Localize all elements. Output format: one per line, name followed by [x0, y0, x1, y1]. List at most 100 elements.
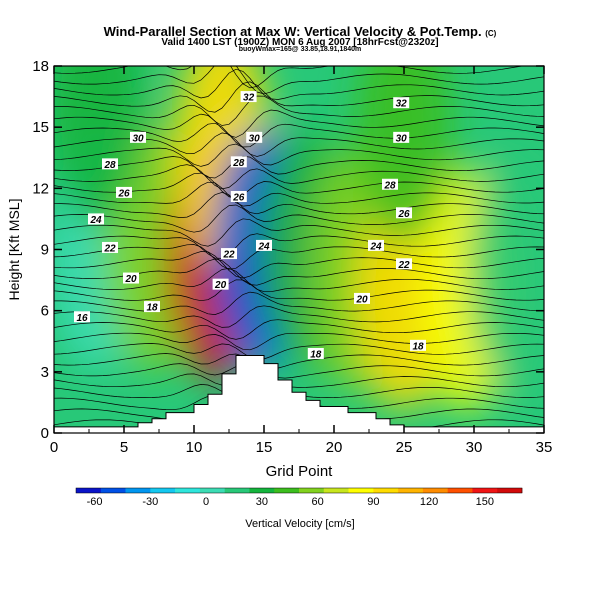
isentrope-label: 32 [393, 97, 410, 110]
isentrope-line [54, 353, 544, 370]
isentrope-label-box [102, 241, 118, 253]
isentrope-line [54, 244, 544, 270]
isentrope-label-box [410, 339, 426, 351]
isentrope-label-text: 32 [396, 99, 408, 110]
isentrope-label: 24 [368, 239, 384, 252]
colorbar-tick-label: 0 [203, 496, 209, 508]
y-tick-label: 6 [41, 303, 49, 320]
isentrope-line [54, 218, 544, 247]
colorbar-swatch [76, 488, 102, 493]
isentrope-label-box [396, 258, 412, 270]
colorbar-swatch [150, 488, 176, 493]
isentrope-label-text: 28 [232, 158, 245, 169]
velocity-cell [468, 149, 544, 390]
colorbar-label: Vertical Velocity [cm/s] [245, 518, 354, 530]
y-tick-label: 9 [41, 242, 49, 259]
colorbar-swatch [348, 488, 374, 493]
isentrope-label-box [382, 178, 398, 190]
x-tick-label: 20 [326, 439, 343, 456]
isentrope-label-text: 22 [397, 260, 410, 271]
chart-subtitle: Valid 1400 LST (1900Z) MON 6 Aug 2007 [1… [161, 37, 439, 48]
isentrope-label: 22 [221, 248, 237, 261]
isentrope-label: 30 [393, 131, 410, 144]
isentrope-line [54, 122, 544, 148]
isentrope-label-box [221, 248, 237, 260]
isentrope-label-text: 28 [383, 180, 396, 191]
isentrope-label-box [240, 91, 257, 103]
isentrope-label-box [230, 156, 247, 168]
x-tick-label: 35 [536, 439, 553, 456]
isentrope-line [54, 319, 544, 340]
colorbar-tick-label: 120 [420, 496, 438, 508]
colorbar-swatch [249, 488, 275, 493]
isentrope-label-text: 18 [310, 349, 322, 360]
isentrope-label-box [116, 186, 132, 198]
x-tick-label: 30 [466, 439, 483, 456]
isentrope-label: 20 [123, 272, 139, 285]
colorbar-swatch [299, 488, 325, 493]
isentrope-label: 30 [246, 131, 263, 144]
axes: 0 5 10 15 20 25 30 35 0 3 6 9 12 15 18 Grid Point Height… [6, 58, 552, 480]
colorbar-swatch [373, 488, 399, 493]
colorbar-swatch [199, 488, 225, 493]
isentrope-label-box [130, 131, 146, 143]
isentrope-line [54, 66, 544, 95]
isentrope-label: 18 [307, 347, 324, 360]
isentrope-label: 26 [396, 207, 412, 220]
chart-title: Wind-Parallel Section at Max W: Vertical… [0, 24, 600, 39]
isentrope-line [54, 363, 544, 379]
isentrope-label-text: 30 [132, 133, 144, 144]
isentrope-label-box [307, 347, 324, 359]
velocity-cell [54, 66, 144, 227]
x-tick-label: 15 [256, 439, 273, 456]
isentrope-label-text: 16 [76, 313, 88, 324]
isentrope-line [54, 343, 544, 360]
isentrope-label: 18 [144, 301, 160, 314]
y-tick-label: 3 [41, 364, 49, 381]
isentrope-line [54, 66, 525, 89]
colorbar: -60 -30 0 30 60 90 120 150 Vertical Velocity [cm… [75, 487, 523, 530]
isentrope-label: 16 [74, 311, 90, 324]
isentrope-label-text: 20 [355, 294, 368, 305]
isentrope-label-text: 30 [249, 133, 261, 144]
isentrope-label-box [212, 278, 229, 290]
isentrope-label-text: 20 [124, 274, 137, 285]
velocity-cell [356, 66, 452, 248]
isentrope-line [54, 268, 544, 293]
isentrope-line [54, 192, 544, 218]
isentrope-label-text: 26 [397, 209, 410, 220]
isentrope-label: 32 [240, 91, 257, 104]
isentrope-line [54, 109, 544, 138]
x-tick-label: 10 [186, 439, 203, 456]
isentrope-line [54, 204, 544, 233]
isentrope-label: 28 [382, 178, 398, 191]
isentrope-line [54, 373, 544, 388]
velocity-field [54, 66, 544, 411]
y-tick-label: 12 [32, 180, 49, 197]
chart-info-line: buoyWmax=165@ 33.85,18.91,1840m [238, 46, 362, 53]
isentrope-line [54, 143, 544, 167]
isentrope-line [54, 291, 544, 315]
colorbar-swatch [422, 488, 448, 493]
isentrope-line [54, 164, 544, 190]
isentrope-line [54, 95, 544, 126]
isentrope-label-text: 28 [103, 160, 116, 171]
isentrope-label: 26 [230, 190, 247, 203]
isentrope-label-text: 18 [146, 303, 158, 314]
isentrope-line [54, 251, 544, 279]
isentrope-label: 20 [212, 278, 229, 291]
chart-title-text: Wind-Parallel Section at Max W: Vertical… [103, 24, 482, 39]
colorbar-swatch [323, 488, 349, 493]
colorbar-swatch [175, 488, 201, 493]
isentrope-label-box [123, 272, 139, 284]
isentrope-label-text: 22 [222, 250, 235, 261]
x-tick-label: 5 [120, 439, 128, 456]
isentrope-label-box [393, 97, 410, 109]
isentrope-label-text: 20 [214, 280, 227, 291]
isentrope-line [54, 279, 544, 302]
isentrope-label-text: 18 [412, 341, 424, 352]
colorbar-frame [75, 487, 523, 494]
isentrope-label-box [144, 301, 160, 313]
colorbar-tick-label: -60 [87, 496, 103, 508]
